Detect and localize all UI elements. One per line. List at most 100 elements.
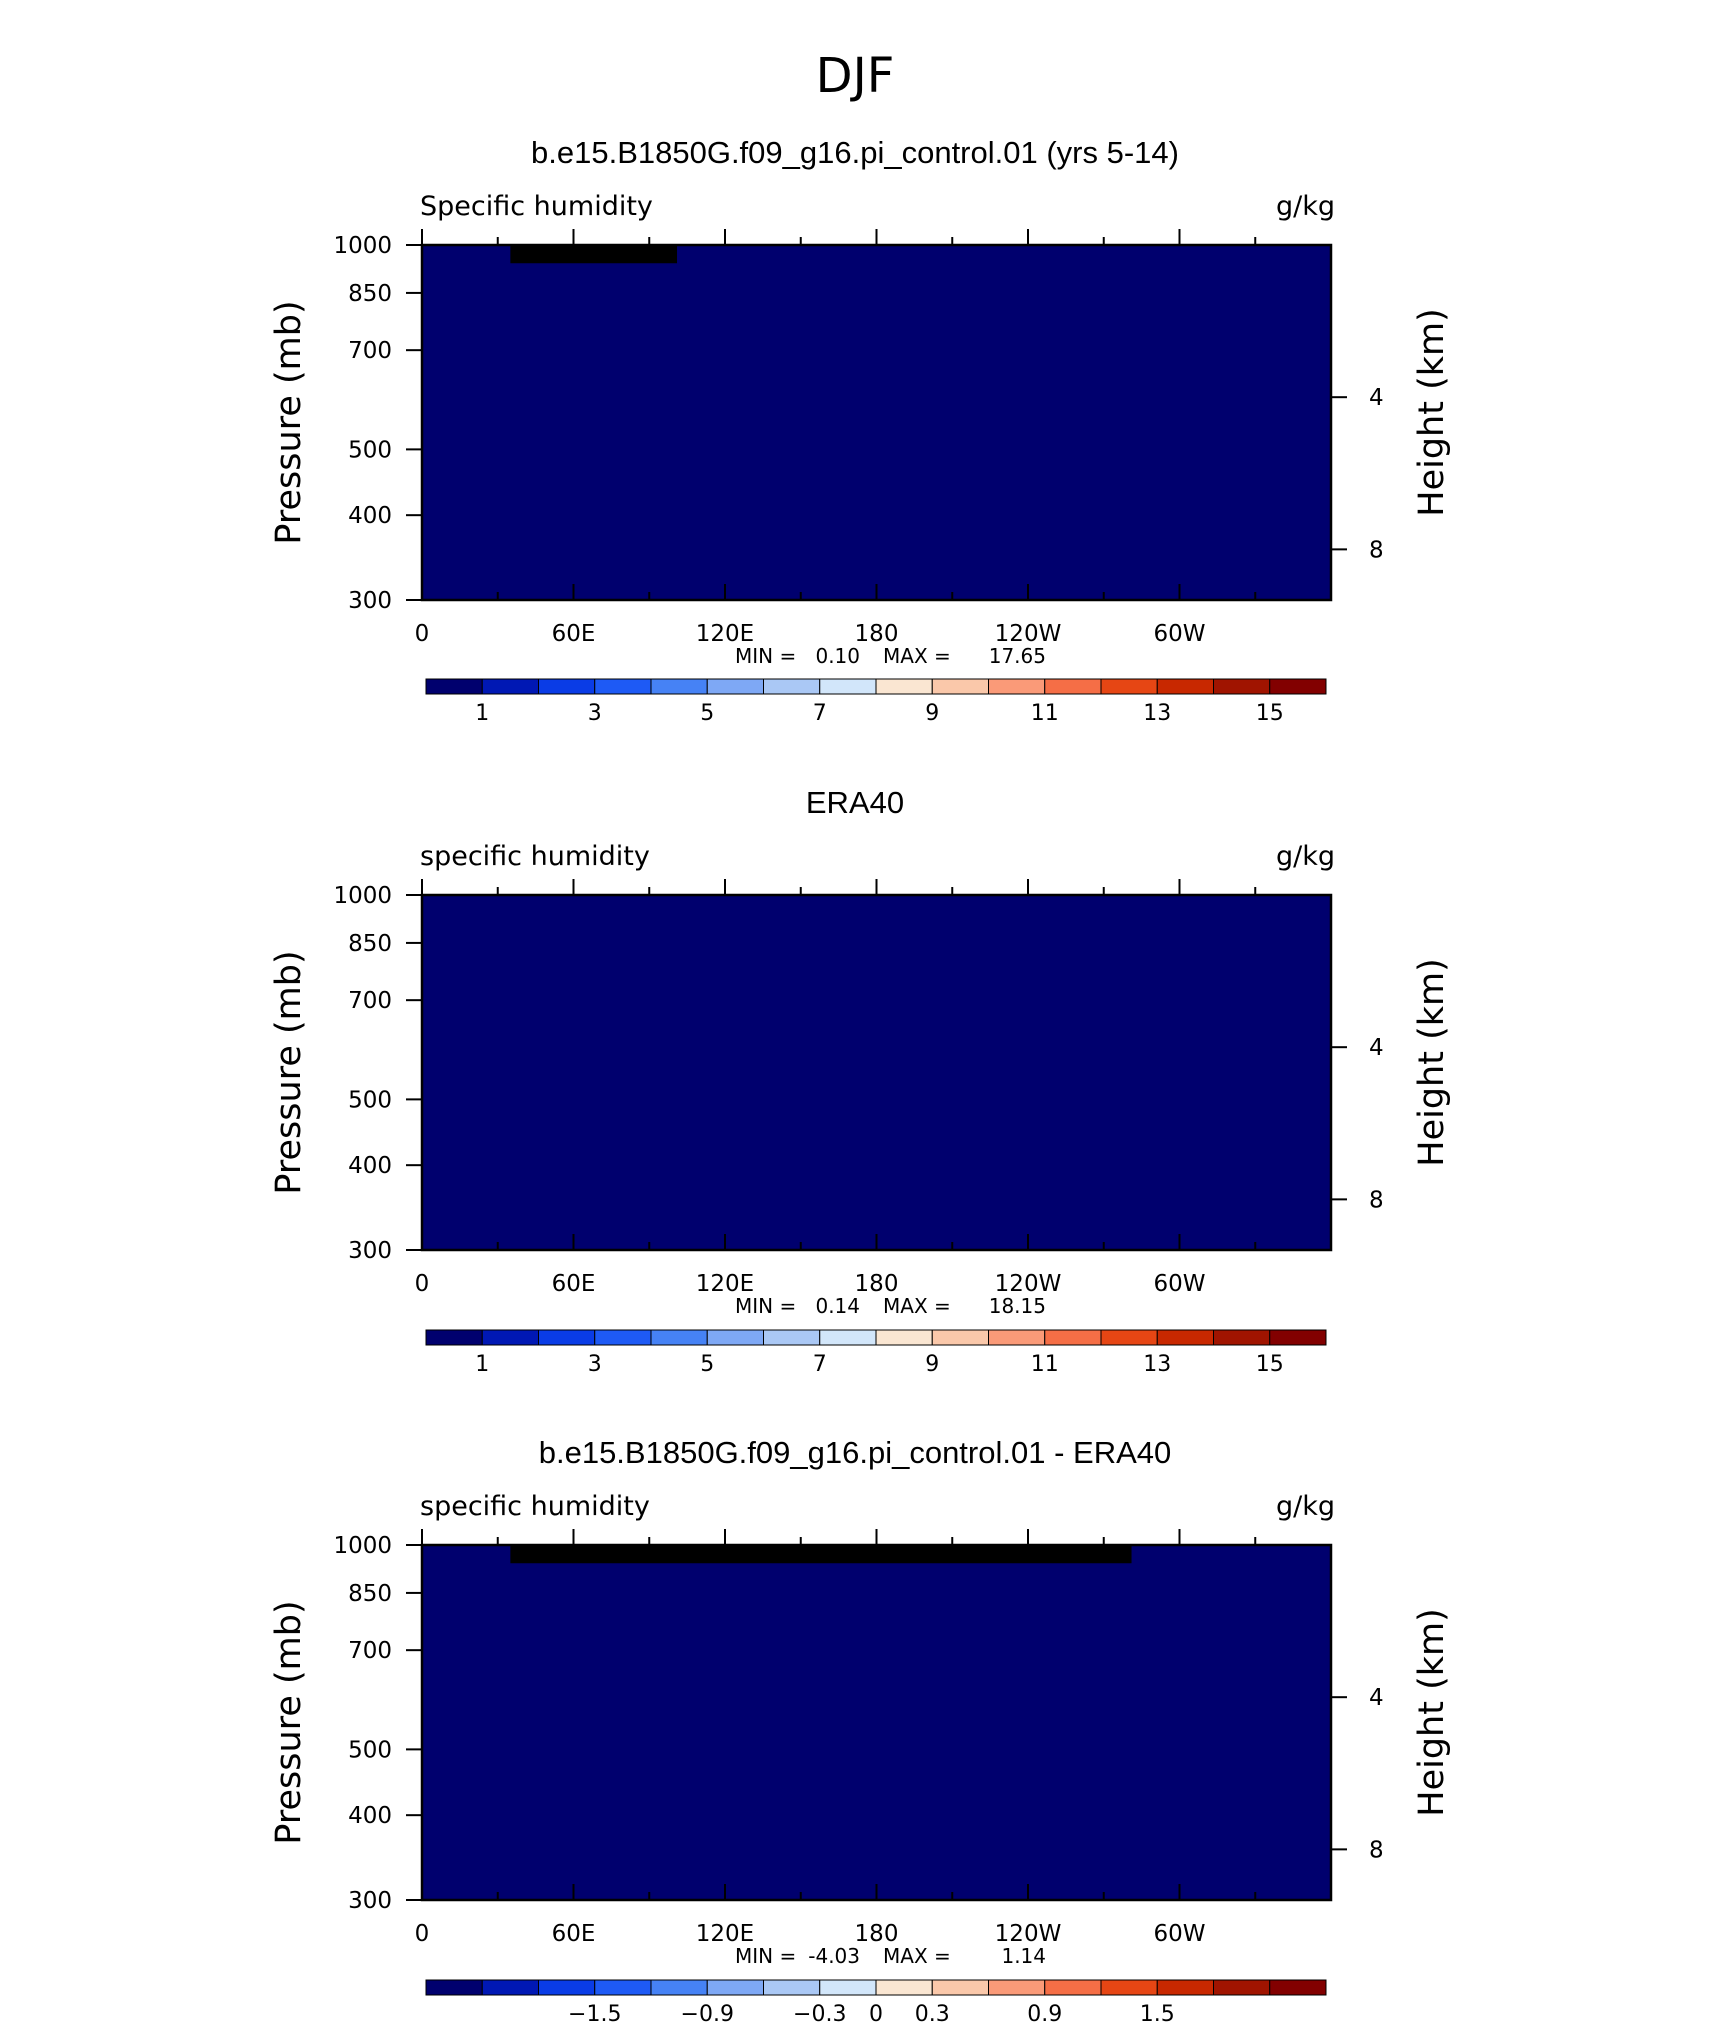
contour-cell (715, 298, 721, 303)
contour-cell (604, 272, 610, 277)
contour-cell (1058, 298, 1064, 303)
contour-cell (1286, 267, 1292, 272)
contour-cell (690, 285, 696, 290)
contour-cell (1260, 285, 1266, 290)
contour-cell (680, 298, 686, 303)
contour-cell (1149, 298, 1155, 303)
contour-cell (508, 298, 514, 303)
contour-cell (972, 298, 978, 303)
contour-cell (1124, 298, 1130, 303)
contour-cell (740, 263, 746, 268)
contour-cell (1250, 276, 1256, 281)
contour-cell (462, 303, 468, 308)
contour-cell (1174, 258, 1180, 263)
contour-cell (432, 281, 438, 286)
contour-cell (478, 276, 484, 281)
contour-cell (927, 285, 933, 290)
contour-cell (841, 263, 847, 268)
contour-cell (437, 249, 443, 254)
contour-cell (725, 272, 731, 277)
contour-cell (1240, 267, 1246, 272)
contour-cell (942, 276, 948, 281)
contour-cell (836, 285, 842, 290)
contour-cell (1068, 263, 1074, 268)
contour-cell (947, 267, 953, 272)
contour-cell (1316, 281, 1322, 286)
contour-cell (998, 281, 1004, 286)
contour-cell (695, 258, 701, 263)
page-title: DJF (816, 48, 895, 104)
contour-cell (548, 303, 554, 308)
contour-cell (705, 249, 711, 254)
contour-cell (669, 298, 675, 303)
contour-cell (1215, 249, 1221, 254)
contour-cell (568, 276, 574, 281)
contour-cell (1023, 258, 1029, 263)
contour-cell (629, 285, 635, 290)
contour-cell (1301, 294, 1307, 299)
contour-cell (841, 298, 847, 303)
contour-cell (912, 285, 918, 290)
contour-cell (473, 298, 479, 303)
contour-cell (1129, 263, 1135, 268)
contour-cell (629, 272, 635, 277)
contour-cell (1104, 281, 1110, 286)
contour-cell (806, 254, 812, 259)
contour-cell (1205, 289, 1211, 294)
contour-cell (508, 285, 514, 290)
contour-cell (1164, 254, 1170, 259)
contour-cell (1270, 298, 1276, 303)
contour-cell (675, 298, 681, 303)
contour-cell (902, 263, 908, 268)
contour-cell (765, 272, 771, 277)
contour-cell (1255, 254, 1261, 259)
contour-cell (695, 285, 701, 290)
contour-cell (897, 298, 903, 303)
contour-cell (978, 276, 984, 281)
contour-cell (846, 263, 852, 268)
contour-cell (1154, 272, 1160, 277)
contour-cell (715, 289, 721, 294)
contour-cell (695, 272, 701, 277)
contour-cell (770, 249, 776, 254)
contour-cell (1225, 285, 1231, 290)
contour-cell (1195, 254, 1201, 259)
contour-cell (1185, 254, 1191, 259)
contour-cell (1073, 285, 1079, 290)
contour-cell (513, 294, 519, 299)
contour-cell (1068, 249, 1074, 254)
contour-cell (462, 298, 468, 303)
contour-cell (826, 276, 832, 281)
contour-cell (1023, 294, 1029, 299)
contour-cell (705, 289, 711, 294)
contour-cell (1018, 294, 1024, 299)
contour-cell (856, 276, 862, 281)
contour-cell (755, 285, 761, 290)
contour-cell (776, 285, 782, 290)
contour-cell (669, 289, 675, 294)
contour-cell (988, 267, 994, 272)
contour-cell (1013, 281, 1019, 286)
contour-cell (755, 272, 761, 277)
contour-cell (1250, 263, 1256, 268)
contour-cell (856, 272, 862, 277)
contour-cell (1255, 289, 1261, 294)
contour-cell (1200, 276, 1206, 281)
contour-cell (599, 298, 605, 303)
contour-cell (553, 267, 559, 272)
contour-cell (1169, 254, 1175, 259)
contour-cell (902, 254, 908, 259)
contour-cell (558, 289, 564, 294)
contour-cell (1149, 289, 1155, 294)
contour-cell (528, 272, 534, 277)
contour-cell (947, 294, 953, 299)
contour-cell (685, 263, 691, 268)
contour-cell (892, 258, 898, 263)
contour-cell (967, 267, 973, 272)
contour-cell (1321, 249, 1327, 254)
contour-cell (1169, 294, 1175, 299)
contour-cell (503, 272, 509, 277)
contour-cell (1073, 272, 1079, 277)
contour-cell (488, 263, 494, 268)
contour-cell (543, 289, 549, 294)
